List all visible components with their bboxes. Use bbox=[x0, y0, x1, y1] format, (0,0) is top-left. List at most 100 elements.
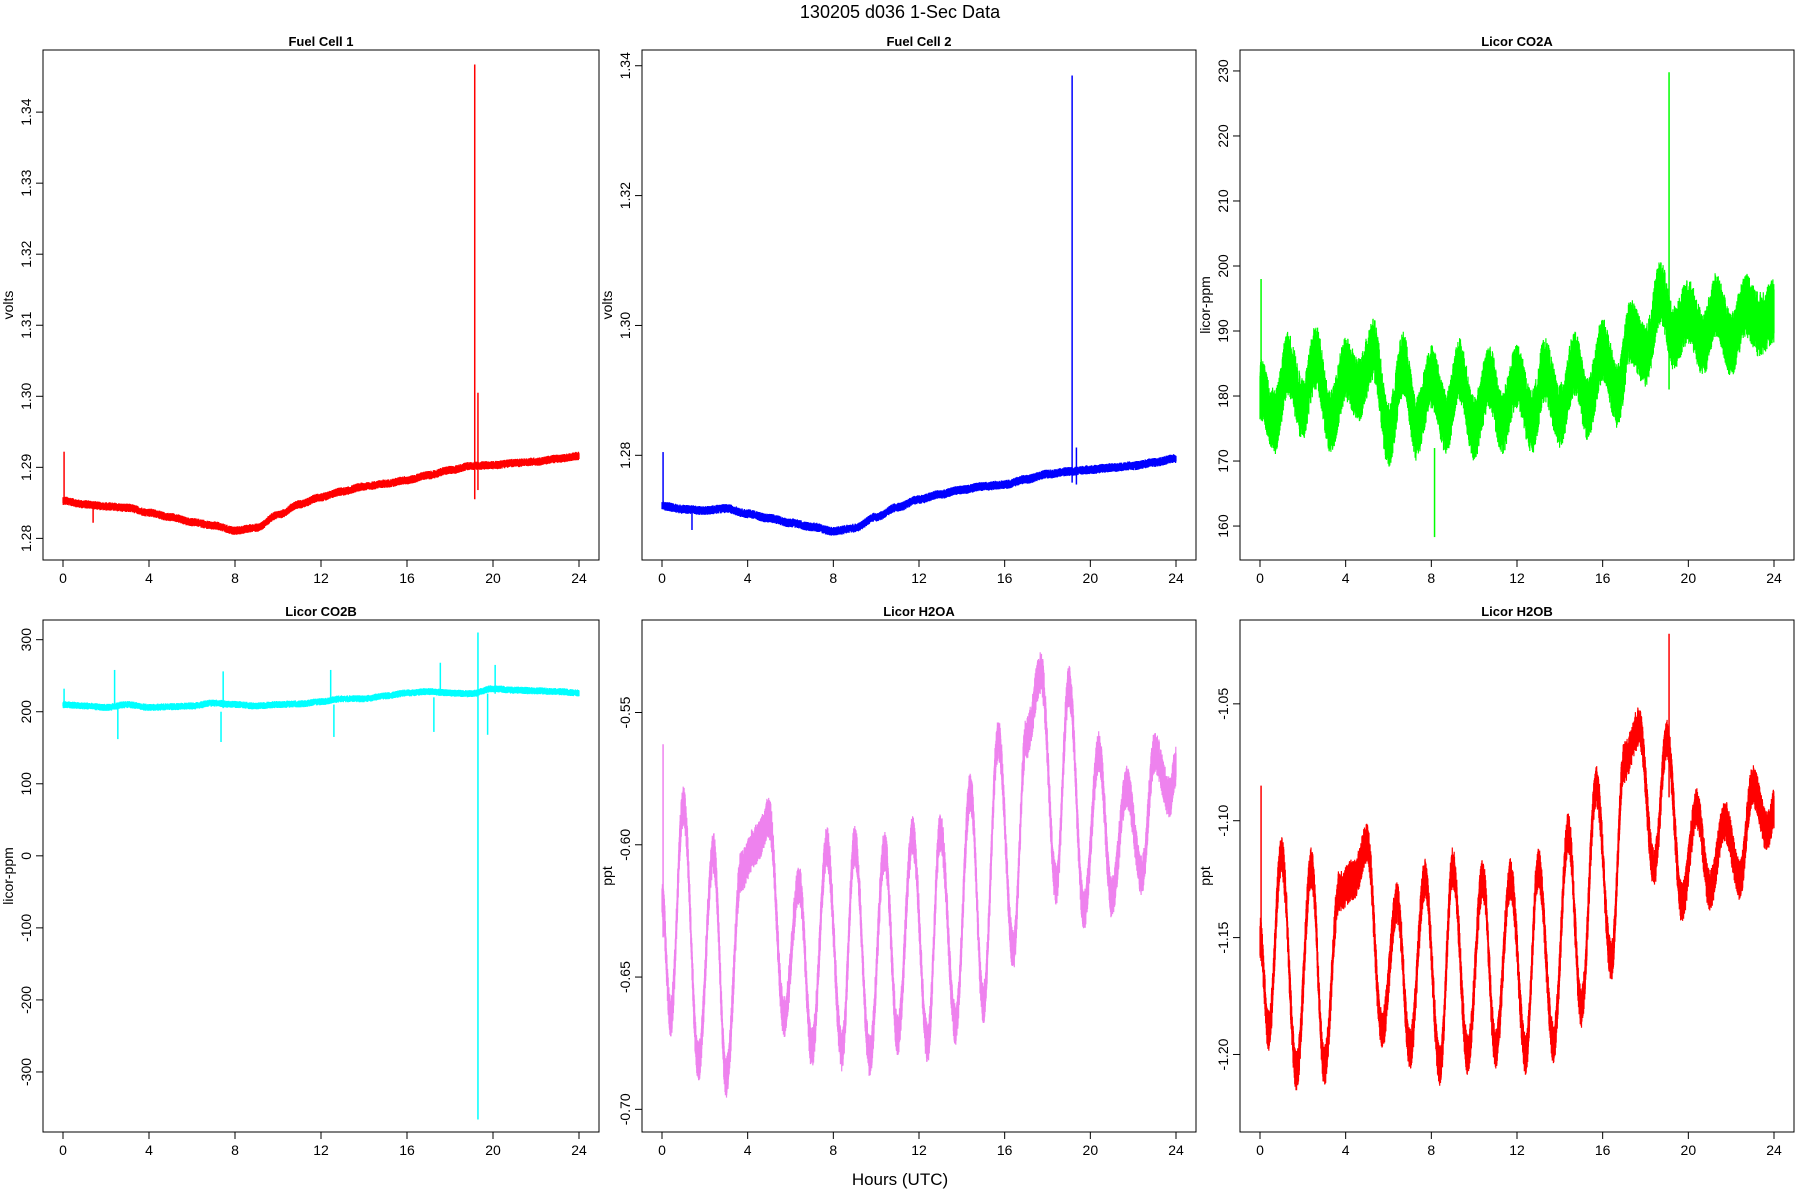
x-tick-label: 20 bbox=[1083, 570, 1099, 586]
x-tick-label: 4 bbox=[744, 1142, 752, 1158]
x-tick-label: 16 bbox=[1595, 1142, 1611, 1158]
panel-1: Fuel Cell 1 0 4 8 12 16 20 24 1.28 1.29 1.30 1.31 1.… bbox=[0, 34, 600, 586]
x-tick-label: 0 bbox=[658, 1142, 666, 1158]
y-tick-label: 1.33 bbox=[18, 169, 34, 196]
series-line bbox=[62, 451, 580, 535]
y-tick-label: -100 bbox=[18, 914, 34, 942]
x-tick-label: 20 bbox=[1083, 1142, 1099, 1158]
x-tick-label: 20 bbox=[1681, 1142, 1697, 1158]
panel-6: Licor H2OB 0 4 8 12 16 20 24 -1.20 -1.15 -1.10 -1.0… bbox=[1197, 604, 1795, 1158]
y-tick-label: 1.28 bbox=[18, 525, 34, 552]
y-tick-label: 1.30 bbox=[617, 312, 633, 339]
x-tick-label: 0 bbox=[1256, 1142, 1264, 1158]
y-tick-label: 1.30 bbox=[18, 382, 34, 409]
y-tick-label: 190 bbox=[1215, 319, 1231, 343]
y-tick-label: 230 bbox=[1215, 59, 1231, 83]
y-tick-label: -200 bbox=[18, 986, 34, 1014]
x-tick-label: 12 bbox=[313, 1142, 329, 1158]
panel-title: Fuel Cell 2 bbox=[886, 34, 951, 49]
y-axis-label: licor-ppm bbox=[1197, 276, 1213, 334]
y-tick-label: 100 bbox=[18, 772, 34, 796]
panel-3: Licor CO2A 0 4 8 12 16 20 24 160 170 180 190 200 210 2… bbox=[1197, 34, 1795, 586]
y-axis-label: volts bbox=[0, 291, 16, 320]
y-tick-label: 1.29 bbox=[18, 453, 34, 480]
y-tick-label: 1.34 bbox=[18, 98, 34, 125]
x-tick-label: 4 bbox=[744, 570, 752, 586]
y-tick-label: -1.05 bbox=[1215, 688, 1231, 720]
x-tick-label: 16 bbox=[997, 570, 1013, 586]
y-tick-label: -300 bbox=[18, 1058, 34, 1086]
x-tick-label: 8 bbox=[1427, 570, 1435, 586]
y-tick-label: -0.60 bbox=[617, 829, 633, 861]
plot-frame bbox=[42, 619, 600, 1133]
y-tick-label: -0.65 bbox=[617, 961, 633, 993]
panel-title: Fuel Cell 1 bbox=[288, 34, 353, 49]
x-tick-label: 4 bbox=[1342, 1142, 1350, 1158]
y-tick-label: -1.10 bbox=[1215, 805, 1231, 837]
x-axis-label: Hours (UTC) bbox=[851, 1170, 949, 1189]
y-axis-label: licor-ppm bbox=[0, 847, 16, 905]
x-tick-label: 8 bbox=[231, 570, 239, 586]
x-tick-label: 16 bbox=[399, 570, 415, 586]
y-tick-label: 170 bbox=[1215, 449, 1231, 473]
x-tick-label: 12 bbox=[911, 1142, 927, 1158]
panel-2: Fuel Cell 2 0 4 8 12 16 20 24 1.28 1.30 1.32 1.34 vo… bbox=[599, 34, 1197, 586]
y-tick-label: 160 bbox=[1215, 514, 1231, 538]
y-tick-label: 200 bbox=[18, 700, 34, 724]
series-line bbox=[661, 652, 1177, 1098]
x-tick-label: 4 bbox=[145, 1142, 153, 1158]
x-tick-label: 4 bbox=[145, 570, 153, 586]
x-tick-label: 4 bbox=[1342, 570, 1350, 586]
y-tick-label: 1.28 bbox=[617, 441, 633, 468]
x-tick-label: 0 bbox=[59, 1142, 67, 1158]
panel-5: Licor H2OA 0 4 8 12 16 20 24 -0.70 -0.65 -0.60 -0.5… bbox=[599, 604, 1197, 1158]
x-tick-label: 8 bbox=[1427, 1142, 1435, 1158]
x-tick-label: 8 bbox=[829, 1142, 837, 1158]
panel-4: Licor CO2B 0 4 8 12 16 20 24 -300 -200 -100 0 100 200… bbox=[0, 604, 600, 1158]
x-tick-label: 0 bbox=[59, 570, 67, 586]
x-tick-label: 12 bbox=[1509, 1142, 1525, 1158]
series-line bbox=[661, 454, 1177, 536]
y-tick-label: 180 bbox=[1215, 384, 1231, 408]
y-tick-label: 1.34 bbox=[617, 52, 633, 79]
x-tick-label: 12 bbox=[911, 570, 927, 586]
y-tick-label: -0.70 bbox=[617, 1093, 633, 1125]
plot-frame bbox=[42, 49, 600, 561]
y-tick-label: 1.31 bbox=[18, 311, 34, 338]
figure-title: 130205 d036 1-Sec Data bbox=[799, 2, 1001, 22]
y-tick-label: 200 bbox=[1215, 254, 1231, 278]
x-tick-label: 0 bbox=[658, 570, 666, 586]
x-tick-label: 8 bbox=[829, 570, 837, 586]
x-tick-label: 24 bbox=[1766, 1142, 1782, 1158]
y-axis-label: ppt bbox=[599, 866, 615, 886]
panel-title: Licor H2OB bbox=[1481, 604, 1553, 619]
y-tick-label: 220 bbox=[1215, 124, 1231, 148]
y-axis-label: ppt bbox=[1197, 866, 1213, 886]
y-tick-label: -1.20 bbox=[1215, 1038, 1231, 1070]
x-tick-label: 16 bbox=[399, 1142, 415, 1158]
x-tick-label: 20 bbox=[485, 1142, 501, 1158]
panel-title: Licor CO2B bbox=[285, 604, 357, 619]
x-tick-label: 20 bbox=[1681, 570, 1697, 586]
panel-title: Licor CO2A bbox=[1481, 34, 1553, 49]
x-tick-label: 24 bbox=[1168, 1142, 1184, 1158]
series-line bbox=[1259, 707, 1775, 1091]
x-tick-label: 20 bbox=[485, 570, 501, 586]
y-tick-label: 210 bbox=[1215, 189, 1231, 213]
x-tick-label: 16 bbox=[1595, 570, 1611, 586]
x-tick-label: 0 bbox=[1256, 570, 1264, 586]
series-line bbox=[1259, 262, 1775, 467]
x-tick-label: 12 bbox=[1509, 570, 1525, 586]
y-tick-label: 1.32 bbox=[617, 182, 633, 209]
y-tick-label: 1.32 bbox=[18, 240, 34, 267]
y-tick-label: 300 bbox=[18, 628, 34, 652]
x-tick-label: 24 bbox=[571, 570, 587, 586]
plot-frame bbox=[641, 49, 1197, 561]
x-tick-label: 24 bbox=[571, 1142, 587, 1158]
y-tick-label: -0.55 bbox=[617, 696, 633, 728]
x-tick-label: 16 bbox=[997, 1142, 1013, 1158]
y-tick-label: -1.15 bbox=[1215, 921, 1231, 953]
series-line bbox=[62, 685, 580, 711]
y-axis-label: volts bbox=[599, 291, 615, 320]
